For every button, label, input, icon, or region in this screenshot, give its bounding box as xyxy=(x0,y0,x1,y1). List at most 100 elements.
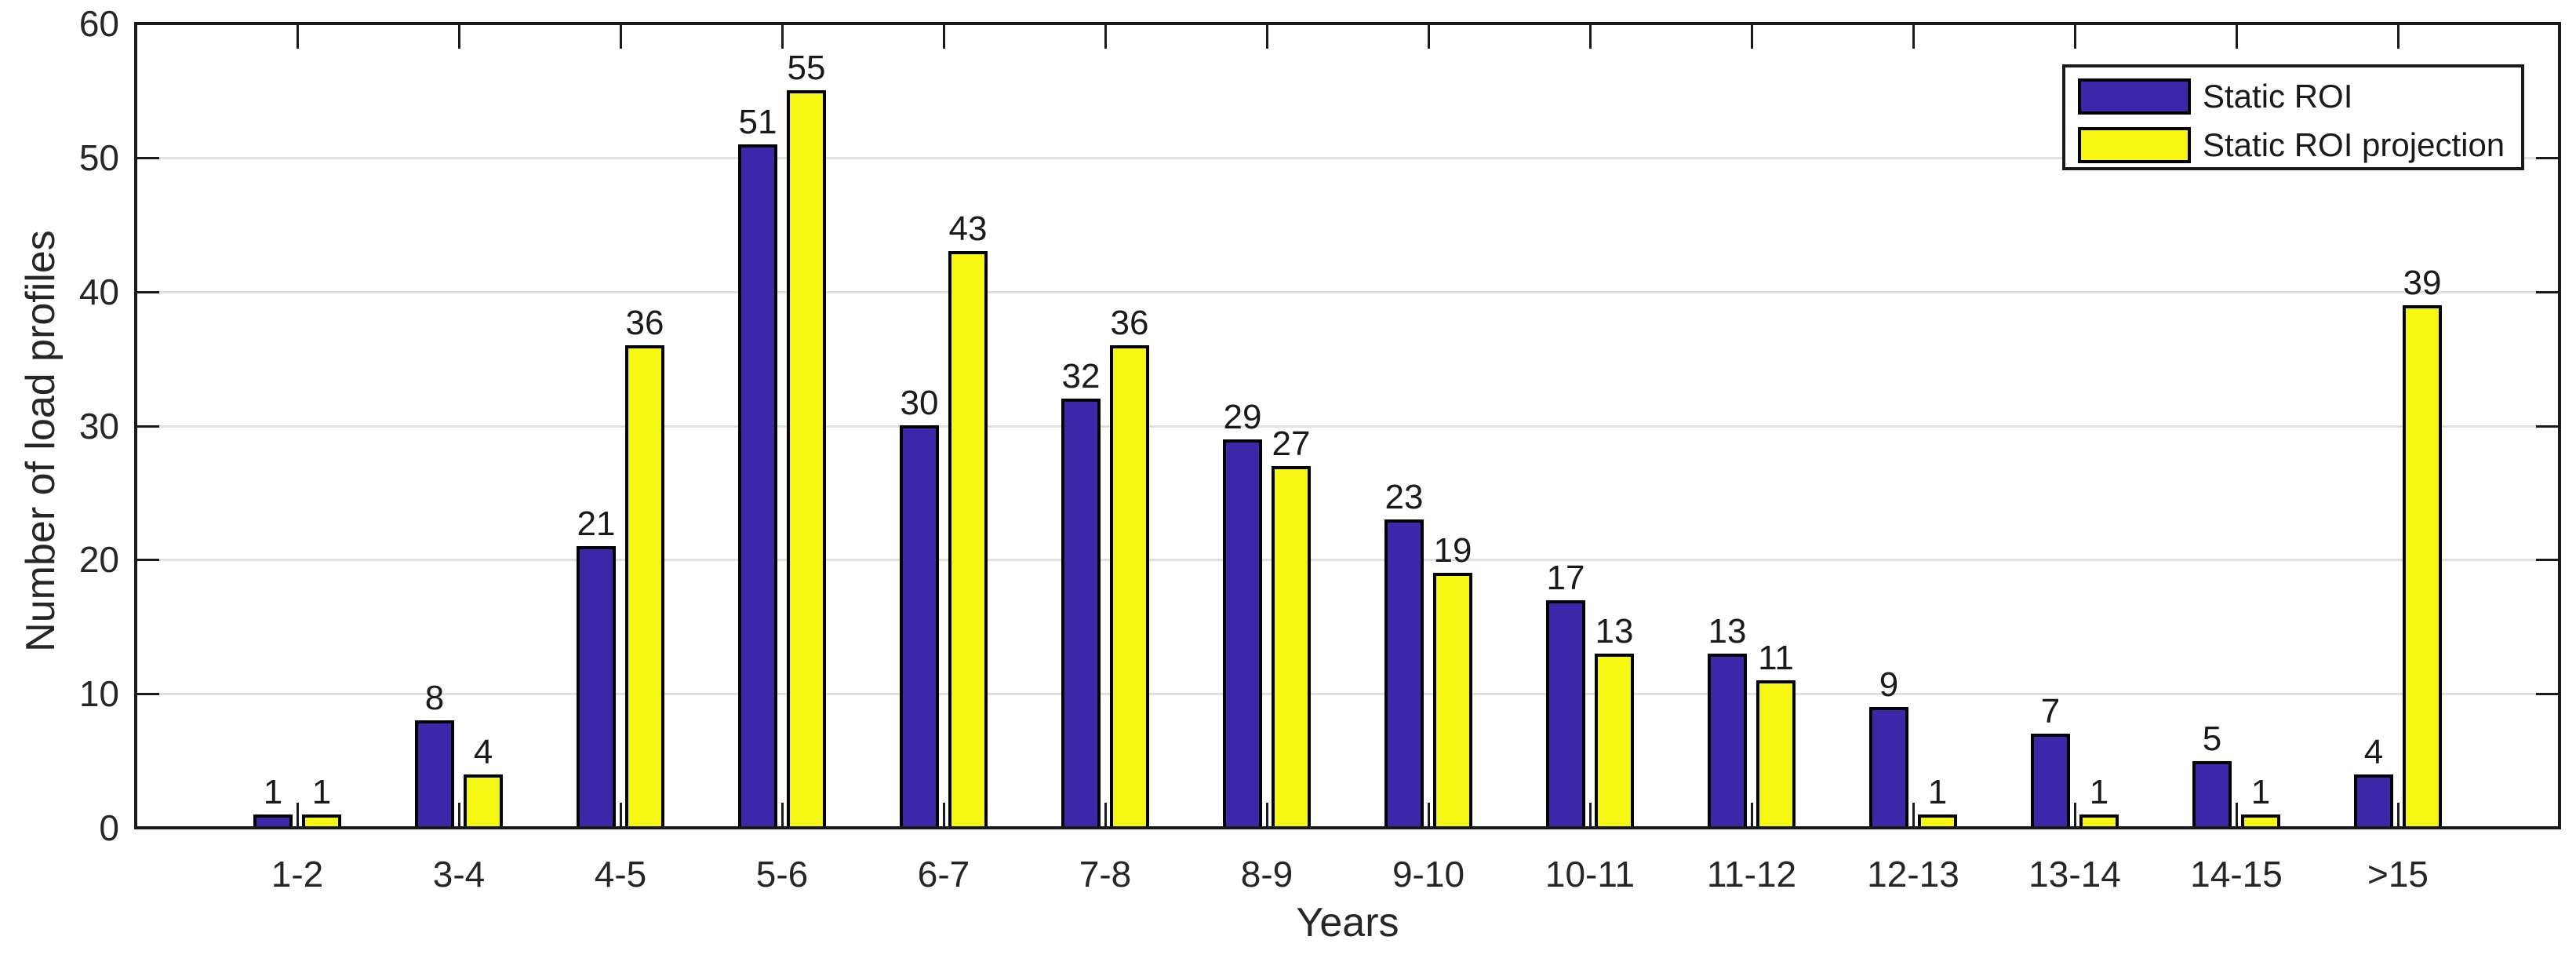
legend: Static ROI Static ROI projection xyxy=(2062,64,2524,170)
x-tick-top-7 xyxy=(1265,25,1268,49)
bar-value-label-static-roi-1: 1 xyxy=(263,773,283,811)
gridline-y-30 xyxy=(136,425,2560,428)
bar-static-roi-13 xyxy=(2192,761,2232,829)
y-tick-left-50 xyxy=(136,156,159,159)
bar-value-label-projection-1: 1 xyxy=(311,773,332,811)
bar-value-label-static-roi-14: 4 xyxy=(2363,733,2384,771)
bar-static-roi-1 xyxy=(253,814,293,829)
bar-value-label-projection-6: 36 xyxy=(1110,304,1149,342)
x-tick-bottom-5 xyxy=(942,803,945,826)
bar-value-label-static-roi-2: 8 xyxy=(424,679,445,717)
y-tick-left-40 xyxy=(136,290,159,293)
x-tick-label-5: 6-7 xyxy=(917,854,970,895)
y-tick-label-60: 60 xyxy=(78,3,119,44)
bar-static-roi-3 xyxy=(577,546,616,829)
bar-value-label-static-roi-6: 32 xyxy=(1061,357,1101,395)
bar-value-label-projection-10: 11 xyxy=(1758,639,1794,677)
bar-value-label-projection-8: 19 xyxy=(1433,531,1472,570)
y-tick-label-30: 30 xyxy=(78,405,119,446)
bar-value-label-static-roi-12: 7 xyxy=(2040,692,2061,731)
x-tick-top-2 xyxy=(457,25,460,49)
bar-value-label-static-roi-10: 13 xyxy=(1708,612,1747,650)
bar-value-label-static-roi-4: 51 xyxy=(738,103,777,141)
y-tick-right-40 xyxy=(2536,290,2560,293)
bar-projection-2 xyxy=(464,774,503,829)
bar-static-roi-10 xyxy=(1708,654,1747,829)
bar-value-label-static-roi-13: 5 xyxy=(2202,720,2222,758)
x-tick-bottom-14 xyxy=(2396,803,2400,826)
x-tick-top-13 xyxy=(2235,25,2238,49)
x-tick-label-13: 14-15 xyxy=(2190,854,2283,895)
x-tick-label-11: 12-13 xyxy=(1867,854,1959,895)
gridline-y-40 xyxy=(136,290,2560,293)
gridline-y-20 xyxy=(136,559,2560,562)
x-tick-bottom-2 xyxy=(457,803,460,826)
bar-value-label-projection-5: 43 xyxy=(948,210,988,248)
y-tick-label-10: 10 xyxy=(78,673,119,715)
y-tick-right-50 xyxy=(2536,156,2560,159)
bar-projection-4 xyxy=(787,90,826,829)
bar-value-label-projection-14: 39 xyxy=(2403,264,2442,302)
bar-static-roi-14 xyxy=(2354,774,2393,829)
bar-value-label-projection-2: 4 xyxy=(473,733,493,771)
bar-static-roi-2 xyxy=(415,720,454,829)
x-axis-title: Years xyxy=(1296,900,1399,946)
x-tick-bottom-12 xyxy=(2073,803,2076,826)
x-tick-bottom-13 xyxy=(2235,803,2238,826)
x-tick-bottom-3 xyxy=(619,803,622,826)
x-tick-top-4 xyxy=(780,25,784,49)
x-tick-label-8: 9-10 xyxy=(1392,854,1465,895)
x-tick-top-1 xyxy=(296,25,299,49)
bar-value-label-static-roi-3: 21 xyxy=(577,505,616,543)
gridline-y-10 xyxy=(136,693,2560,696)
x-tick-top-12 xyxy=(2073,25,2076,49)
x-tick-bottom-7 xyxy=(1265,803,1268,826)
bar-projection-13 xyxy=(2241,814,2280,829)
x-tick-label-6: 7-8 xyxy=(1079,854,1132,895)
y-tick-label-0: 0 xyxy=(99,807,119,848)
bar-projection-10 xyxy=(1756,680,1796,829)
x-tick-top-5 xyxy=(942,25,945,49)
x-tick-bottom-10 xyxy=(1750,803,1753,826)
bar-static-roi-6 xyxy=(1061,399,1101,829)
y-tick-label-40: 40 xyxy=(78,271,119,312)
x-tick-bottom-8 xyxy=(1427,803,1430,826)
x-tick-label-14: >15 xyxy=(2367,854,2429,895)
bar-value-label-static-roi-9: 17 xyxy=(1546,559,1585,597)
legend-swatch-static-roi xyxy=(2078,78,2191,115)
bar-static-roi-9 xyxy=(1546,600,1585,829)
bar-projection-8 xyxy=(1433,573,1472,829)
bar-value-label-projection-12: 1 xyxy=(2089,773,2109,811)
x-tick-top-9 xyxy=(1588,25,1592,49)
y-tick-right-30 xyxy=(2536,425,2560,428)
bar-static-roi-5 xyxy=(900,425,939,829)
bar-projection-5 xyxy=(948,251,988,829)
legend-swatch-projection xyxy=(2078,127,2191,163)
x-tick-label-2: 3-4 xyxy=(432,854,486,895)
legend-label-projection: Static ROI projection xyxy=(2203,126,2505,163)
bar-projection-11 xyxy=(1918,814,1957,829)
x-tick-top-8 xyxy=(1427,25,1430,49)
y-tick-right-10 xyxy=(2536,693,2560,696)
x-tick-bottom-9 xyxy=(1588,803,1592,826)
y-tick-left-10 xyxy=(136,693,159,696)
bar-value-label-static-roi-8: 23 xyxy=(1384,478,1424,516)
bar-value-label-projection-11: 1 xyxy=(1927,773,1948,811)
bar-static-roi-7 xyxy=(1223,439,1262,829)
bar-static-roi-4 xyxy=(738,144,777,829)
legend-label-static-roi: Static ROI xyxy=(2203,78,2353,115)
x-tick-label-9: 10-11 xyxy=(1545,854,1635,895)
x-tick-top-6 xyxy=(1104,25,1107,49)
x-tick-bottom-6 xyxy=(1104,803,1107,826)
bar-projection-6 xyxy=(1110,345,1149,829)
bar-value-label-projection-9: 13 xyxy=(1595,612,1634,650)
x-tick-top-11 xyxy=(1912,25,1915,49)
x-tick-label-10: 11-12 xyxy=(1706,854,1797,895)
y-tick-left-30 xyxy=(136,425,159,428)
x-tick-bottom-1 xyxy=(296,803,299,826)
x-tick-label-7: 8-9 xyxy=(1240,854,1293,895)
x-tick-bottom-4 xyxy=(780,803,784,826)
x-tick-label-4: 5-6 xyxy=(755,854,809,895)
bar-value-label-static-roi-5: 30 xyxy=(900,384,939,422)
bar-value-label-static-roi-11: 9 xyxy=(1879,665,1899,704)
